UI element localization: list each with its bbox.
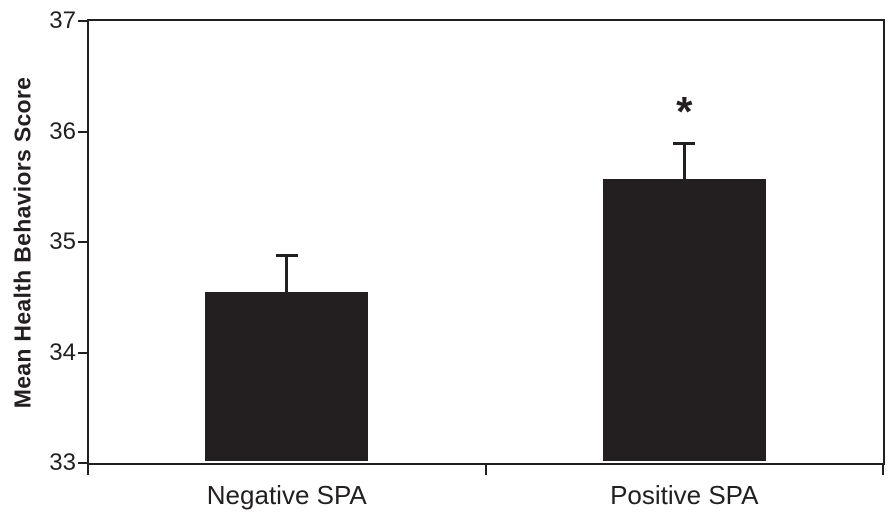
bar-negative-spa xyxy=(205,291,369,461)
y-tick-label: 33 xyxy=(49,449,76,476)
y-tick-mark xyxy=(78,241,87,243)
error-bar-cap xyxy=(275,254,298,258)
y-tick-mark xyxy=(78,20,87,22)
x-tick-mark xyxy=(484,465,487,475)
error-bar-cap xyxy=(673,141,696,145)
x-category-label: Negative SPA xyxy=(206,480,367,510)
y-tick-label: 34 xyxy=(49,338,76,366)
error-bar-stem xyxy=(682,142,686,179)
x-category-label: Positive SPA xyxy=(610,480,759,510)
error-bar-stem xyxy=(285,255,289,292)
x-tick-mark xyxy=(882,465,884,475)
y-tick-label: 35 xyxy=(49,228,76,255)
y-tick-label: 36 xyxy=(49,117,76,145)
plot-area xyxy=(87,19,885,465)
y-tick-label: 37 xyxy=(49,7,76,34)
x-tick-mark xyxy=(87,465,89,475)
significance-asterisk: * xyxy=(676,87,693,135)
y-tick-mark xyxy=(78,351,87,354)
y-tick-mark xyxy=(78,130,87,133)
bar-positive-spa xyxy=(602,179,766,461)
y-tick-mark xyxy=(78,462,87,464)
